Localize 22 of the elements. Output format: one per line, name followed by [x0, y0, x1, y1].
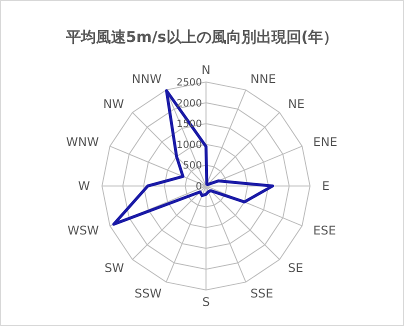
y-tick-label: 2000: [176, 98, 202, 110]
spoke-label: E: [322, 179, 330, 194]
spoke-label: WNW: [66, 134, 99, 149]
y-tick-label: 0: [196, 182, 202, 192]
spoke-label: N: [202, 63, 210, 78]
spoke-label: SSW: [134, 286, 162, 300]
spoke-label: ESE: [313, 224, 336, 238]
spoke-label: SE: [288, 261, 304, 276]
y-tick-label: 500: [182, 160, 202, 172]
y-tick-label: 1000: [176, 140, 202, 151]
spoke-label: W: [78, 179, 90, 194]
spoke-label: NNE: [250, 72, 276, 86]
y-tick-label: 2500: [176, 78, 202, 88]
spoke-label: ENE: [313, 134, 338, 149]
spoke-label: NNW: [132, 72, 162, 86]
spoke-label: NE: [288, 97, 305, 112]
spoke-label: WSW: [67, 224, 99, 238]
spoke-label: NW: [103, 97, 124, 112]
chart-title: 平均風速5m/s以上の風向別出現回(年）: [64, 28, 338, 46]
spoke-label: S: [202, 295, 210, 310]
spoke-label: SSE: [250, 286, 274, 300]
spoke-label: SW: [104, 261, 124, 276]
